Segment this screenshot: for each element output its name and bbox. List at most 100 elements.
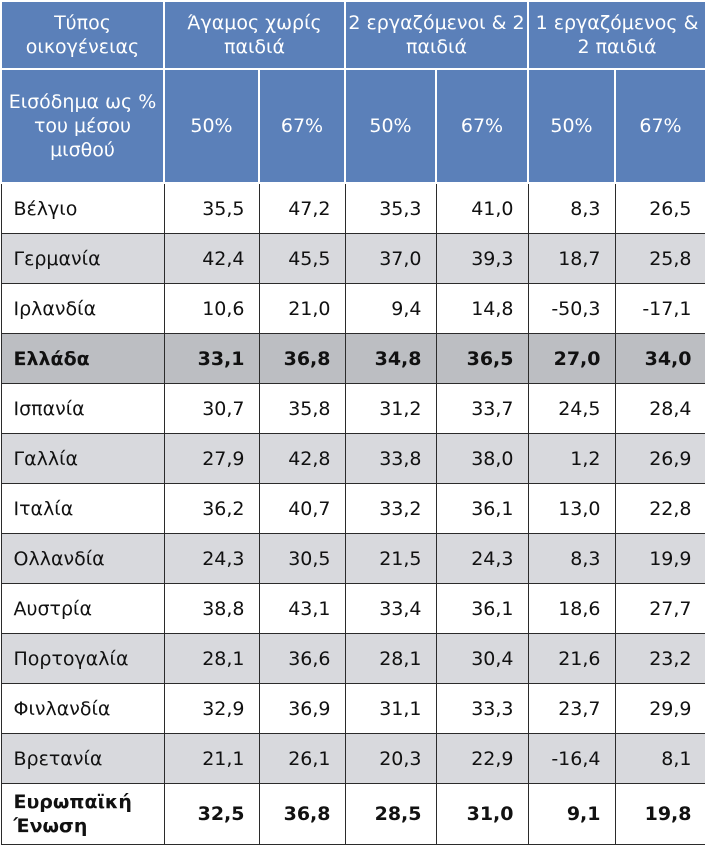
table-row: Ισπανία 30,7 35,8 31,2 33,7 24,5 28,4 xyxy=(0,383,705,434)
income-level-header: 67% xyxy=(435,68,529,184)
value-cell: 13,0 xyxy=(527,483,616,534)
table-row: Ολλανδία 24,3 30,5 21,5 24,3 8,3 19,9 xyxy=(0,533,705,584)
country-cell: Βέλγιο xyxy=(0,182,165,234)
value-cell: 41,0 xyxy=(435,182,529,234)
income-level-header: 67% xyxy=(614,68,705,184)
value-cell: 39,3 xyxy=(435,233,529,284)
value-cell: 36,1 xyxy=(435,583,529,634)
group-header: Άγαμος χωρίς παιδιά xyxy=(163,0,346,70)
country-cell: Ισπανία xyxy=(0,383,165,434)
country-cell: Ελλάδα xyxy=(0,333,165,384)
value-cell: 32,9 xyxy=(163,683,260,734)
value-cell: 14,8 xyxy=(435,283,529,334)
value-cell: 33,4 xyxy=(344,583,437,634)
income-level-header: 67% xyxy=(258,68,346,184)
table-row: Ιταλία 36,2 40,7 33,2 36,1 13,0 22,8 xyxy=(0,483,705,534)
value-cell: 20,3 xyxy=(344,733,437,784)
value-cell: 9,4 xyxy=(344,283,437,334)
value-cell: 33,3 xyxy=(435,683,529,734)
value-cell: 24,3 xyxy=(435,533,529,584)
value-cell: -50,3 xyxy=(527,283,616,334)
value-cell: 30,5 xyxy=(258,533,346,584)
country-cell: Ιταλία xyxy=(0,483,165,534)
value-cell: 40,7 xyxy=(258,483,346,534)
value-cell: 21,6 xyxy=(527,633,616,684)
value-cell: 18,6 xyxy=(527,583,616,634)
value-cell: 19,8 xyxy=(614,783,705,845)
value-cell: 33,8 xyxy=(344,433,437,484)
value-cell: 36,8 xyxy=(258,333,346,384)
value-cell: 30,7 xyxy=(163,383,260,434)
value-cell: 34,8 xyxy=(344,333,437,384)
group-header: 1 εργαζόμενος & 2 παιδιά xyxy=(527,0,705,70)
value-cell: 36,8 xyxy=(258,783,346,845)
value-cell: 30,4 xyxy=(435,633,529,684)
value-cell: 21,1 xyxy=(163,733,260,784)
table-row: Γερμανία 42,4 45,5 37,0 39,3 18,7 25,8 xyxy=(0,233,705,284)
value-cell: 38,8 xyxy=(163,583,260,634)
value-cell: 42,8 xyxy=(258,433,346,484)
value-cell: 43,1 xyxy=(258,583,346,634)
income-level-header: 50% xyxy=(527,68,616,184)
header-row-income: Εισόδημα ως % του μέσου μισθού 50% 67% 5… xyxy=(0,68,705,184)
table-row: Ευρωπαϊκή Ένωση 32,5 36,8 28,5 31,0 9,1 19,8 xyxy=(0,783,705,845)
income-level-header: 50% xyxy=(163,68,260,184)
value-cell: 10,6 xyxy=(163,283,260,334)
value-cell: 23,2 xyxy=(614,633,705,684)
country-cell: Πορτογαλία xyxy=(0,633,165,684)
value-cell: 35,5 xyxy=(163,182,260,234)
value-cell: 35,8 xyxy=(258,383,346,434)
value-cell: 33,2 xyxy=(344,483,437,534)
value-cell: 34,0 xyxy=(614,333,705,384)
value-cell: 36,2 xyxy=(163,483,260,534)
value-cell: 8,1 xyxy=(614,733,705,784)
table-row: Βρετανία 21,1 26,1 20,3 22,9 -16,4 8,1 xyxy=(0,733,705,784)
value-cell: 1,2 xyxy=(527,433,616,484)
value-cell: 28,1 xyxy=(163,633,260,684)
value-cell: 26,1 xyxy=(258,733,346,784)
value-cell: 9,1 xyxy=(527,783,616,845)
country-cell: Ολλανδία xyxy=(0,533,165,584)
country-cell: Ιρλανδία xyxy=(0,283,165,334)
table-row: Ελλάδα 33,1 36,8 34,8 36,5 27,0 34,0 xyxy=(0,333,705,384)
value-cell: 28,5 xyxy=(344,783,437,845)
value-cell: 26,9 xyxy=(614,433,705,484)
value-cell: 47,2 xyxy=(258,182,346,234)
value-cell: 24,5 xyxy=(527,383,616,434)
value-cell: 37,0 xyxy=(344,233,437,284)
income-label-header: Εισόδημα ως % του μέσου μισθού xyxy=(0,68,165,184)
country-cell: Γερμανία xyxy=(0,233,165,284)
value-cell: 31,0 xyxy=(435,783,529,845)
value-cell: 36,1 xyxy=(435,483,529,534)
value-cell: 31,1 xyxy=(344,683,437,734)
value-cell: 18,7 xyxy=(527,233,616,284)
value-cell: 28,4 xyxy=(614,383,705,434)
value-cell: 27,0 xyxy=(527,333,616,384)
value-cell: 42,4 xyxy=(163,233,260,284)
value-cell: 23,7 xyxy=(527,683,616,734)
value-cell: 36,9 xyxy=(258,683,346,734)
header-row-groups: Τύπος οικογένειας Άγαμος χωρίς παιδιά 2 … xyxy=(0,0,705,70)
value-cell: 36,6 xyxy=(258,633,346,684)
country-cell: Βρετανία xyxy=(0,733,165,784)
value-cell: 33,7 xyxy=(435,383,529,434)
value-cell: 8,3 xyxy=(527,533,616,584)
table-body: Βέλγιο 35,5 47,2 35,3 41,0 8,3 26,5 Γερμανία 42,… xyxy=(0,182,705,845)
table-row: Βέλγιο 35,5 47,2 35,3 41,0 8,3 26,5 xyxy=(0,182,705,234)
group-header: 2 εργαζόμενοι & 2 παιδιά xyxy=(344,0,529,70)
family-type-header: Τύπος οικογένειας xyxy=(0,0,165,70)
value-cell: 22,8 xyxy=(614,483,705,534)
value-cell: 45,5 xyxy=(258,233,346,284)
country-cell: Γαλλία xyxy=(0,433,165,484)
value-cell: 28,1 xyxy=(344,633,437,684)
income-level-header: 50% xyxy=(344,68,437,184)
value-cell: 24,3 xyxy=(163,533,260,584)
value-cell: 36,5 xyxy=(435,333,529,384)
value-cell: 38,0 xyxy=(435,433,529,484)
value-cell: 26,5 xyxy=(614,182,705,234)
table-row: Αυστρία 38,8 43,1 33,4 36,1 18,6 27,7 xyxy=(0,583,705,634)
value-cell: 27,9 xyxy=(163,433,260,484)
value-cell: -17,1 xyxy=(614,283,705,334)
value-cell: 22,9 xyxy=(435,733,529,784)
